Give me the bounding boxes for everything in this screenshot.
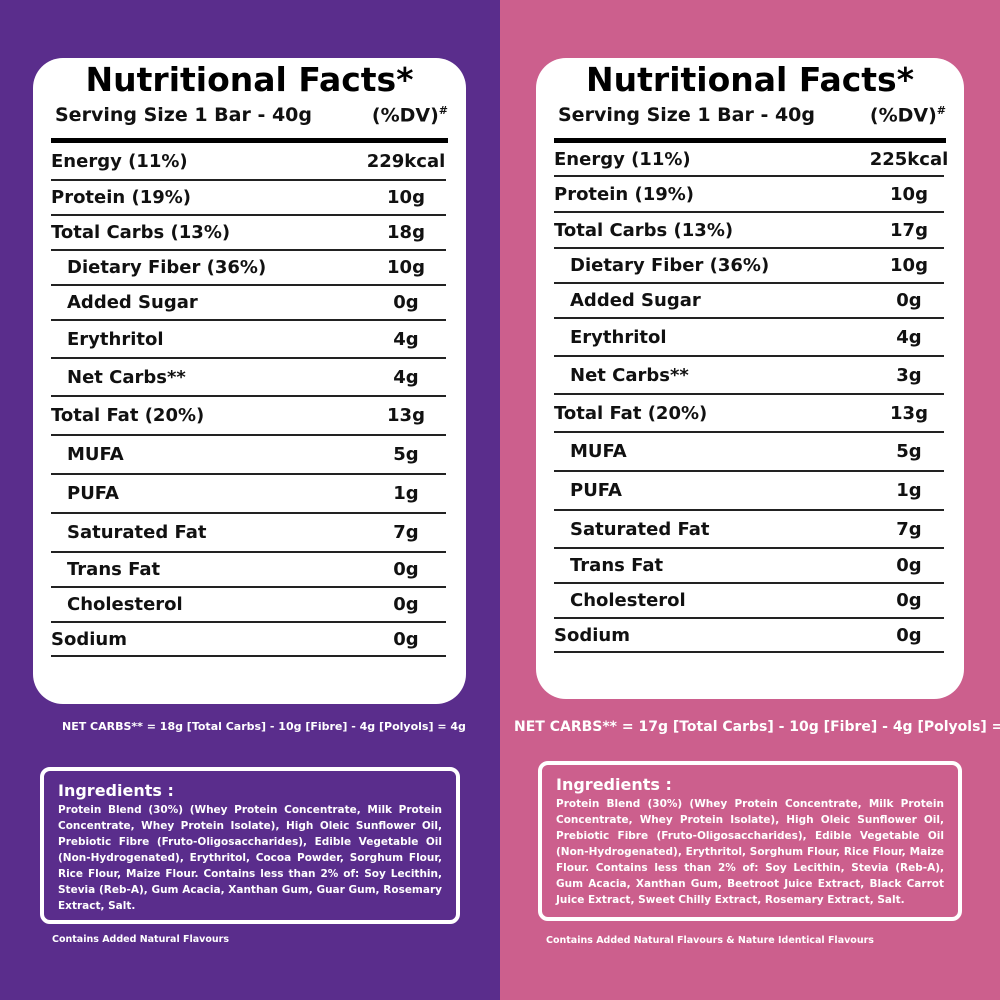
- serving-size-line: Serving Size 1 Bar - 40g (%DV)#: [558, 104, 946, 126]
- nutrient-rows: Energy (11%) 229kcal Protein (19%) 10g Tot…: [51, 143, 446, 657]
- nutrient-row: Dietary Fiber (36%) 10g: [554, 249, 944, 284]
- flavour-footer: Contains Added Natural Flavours: [52, 934, 230, 945]
- nutrient-row: Erythritol 4g: [51, 321, 446, 359]
- thick-divider: [51, 138, 448, 143]
- nutrient-row: Total Carbs (13%) 18g: [51, 216, 446, 251]
- ingredients-text: Protein Blend (30%) (Whey Protein Concen…: [58, 804, 442, 912]
- nutrient-row: Trans Fat 0g: [51, 553, 446, 588]
- nutrient-rows: Energy (11%) 225kcal Protein (19%) 10g Tot…: [554, 143, 948, 653]
- serving-size-line: Serving Size 1 Bar - 40g (%DV)#: [55, 104, 448, 126]
- nutrient-row: Protein (19%) 10g: [51, 181, 446, 216]
- ingredients-title: Ingredients :: [58, 781, 174, 800]
- nutrient-row: Net Carbs** 4g: [51, 359, 446, 397]
- thick-divider: [554, 138, 946, 143]
- nutrient-row: PUFA 1g: [51, 475, 446, 514]
- nutrient-row: Total Fat (20%) 13g: [554, 395, 944, 433]
- nutrition-title: Nutritional Facts*: [85, 60, 414, 99]
- nutrient-row: Cholesterol 0g: [554, 584, 944, 619]
- nutrient-row: MUFA 5g: [51, 436, 446, 475]
- nutrition-title: Nutritional Facts*: [586, 60, 914, 99]
- dv-header: (%DV)#: [371, 104, 448, 127]
- nutrient-row: Dietary Fiber (36%) 10g: [51, 251, 446, 286]
- nutrient-row: Erythritol 4g: [554, 319, 944, 357]
- ingredients-text: Protein Blend (30%) (Whey Protein Concen…: [556, 798, 944, 906]
- nutrient-row: Energy (11%) 225kcal: [554, 143, 948, 177]
- nutrient-row: Total Fat (20%) 13g: [51, 397, 446, 436]
- ingredients-box: Ingredients : Protein Blend (30%) (Whey …: [538, 761, 962, 921]
- nutrient-row: Energy (11%) 229kcal: [51, 143, 446, 181]
- right-panel: Nutritional Facts* Serving Size 1 Bar - …: [500, 0, 1000, 1000]
- ingredients-title: Ingredients :: [556, 775, 672, 794]
- nutrient-row: MUFA 5g: [554, 433, 944, 472]
- nutrient-row: PUFA 1g: [554, 472, 944, 511]
- nutrient-row: Net Carbs** 3g: [554, 357, 944, 395]
- nutrient-row: Added Sugar 0g: [554, 284, 944, 319]
- dv-header: (%DV)#: [869, 104, 946, 127]
- net-carbs-note: NET CARBS** = 17g [Total Carbs] - 10g [F…: [514, 719, 1000, 735]
- nutrient-row: Trans Fat 0g: [554, 549, 944, 584]
- flavour-footer: Contains Added Natural Flavours & Nature…: [546, 935, 874, 946]
- nutrient-row: Total Carbs (13%) 17g: [554, 213, 944, 249]
- nutrient-row: Saturated Fat 7g: [51, 514, 446, 553]
- serving-size: Serving Size 1 Bar - 40g: [558, 104, 816, 127]
- nutrition-facts-card: Nutritional Facts* Serving Size 1 Bar - …: [536, 58, 964, 699]
- nutrient-row: Added Sugar 0g: [51, 286, 446, 321]
- serving-size: Serving Size 1 Bar - 40g: [55, 104, 313, 127]
- nutrient-row: Protein (19%) 10g: [554, 177, 944, 213]
- net-carbs-note: NET CARBS** = 18g [Total Carbs] - 10g [F…: [62, 720, 466, 733]
- nutrient-row: Saturated Fat 7g: [554, 511, 944, 549]
- ingredients-box: Ingredients : Protein Blend (30%) (Whey …: [40, 767, 460, 924]
- nutrient-row: Cholesterol 0g: [51, 588, 446, 623]
- nutrition-facts-card: Nutritional Facts* Serving Size 1 Bar - …: [33, 58, 466, 704]
- nutrient-row: Sodium 0g: [554, 619, 944, 653]
- left-panel: Nutritional Facts* Serving Size 1 Bar - …: [0, 0, 500, 1000]
- nutrient-row: Sodium 0g: [51, 623, 446, 657]
